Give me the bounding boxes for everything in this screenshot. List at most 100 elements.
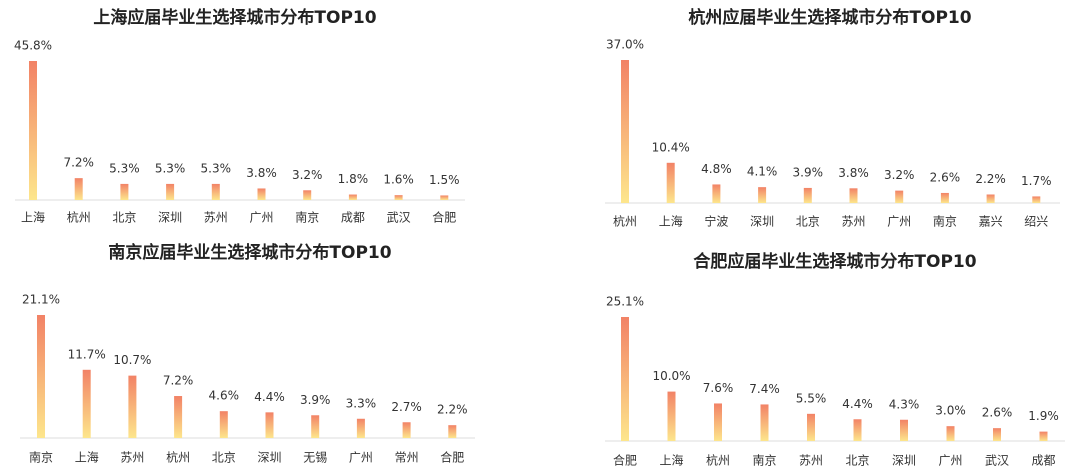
bar [666,162,675,203]
value-label: 2.6% [982,406,1013,420]
bar [394,195,403,200]
value-label: 7.6% [703,381,734,395]
x-tick-label: 杭州 [166,450,190,465]
bar [219,411,228,438]
x-tick-label: 北京 [845,454,869,468]
value-label: 1.6% [383,173,414,187]
value-label: 1.8% [338,172,369,186]
x-tick-label: 无锡 [303,450,327,465]
x-tick-label: 苏州 [120,451,144,465]
bar [166,183,175,200]
bar [758,187,767,203]
value-label: 21.1% [22,293,60,307]
value-label: 37.0% [606,38,644,52]
x-tick-label: 成都 [341,211,365,225]
x-tick-label: 绍兴 [1024,215,1048,229]
value-label: 5.5% [796,391,827,405]
chart-title: 合肥应届毕业生选择城市分布TOP10 [693,251,976,272]
value-label: 4.8% [701,162,732,176]
value-label: 3.0% [935,404,966,418]
bar [900,419,908,441]
value-label: 3.2% [884,168,915,182]
bar [402,422,411,438]
bar [74,178,83,200]
x-tick-label: 苏州 [799,454,823,468]
bar [667,391,676,441]
x-tick-label: 杭州 [67,210,91,225]
bar [621,317,629,441]
x-tick-label: 深圳 [158,211,182,225]
bar [1039,431,1048,441]
bar [803,187,812,203]
x-tick-label: 杭州 [706,453,730,468]
x-tick-label: 常州 [395,451,419,465]
x-tick-label: 上海 [659,453,683,468]
value-label: 11.7% [68,347,106,361]
x-tick-label: 深圳 [892,454,916,468]
x-tick-label: 北京 [112,211,136,225]
value-label: 2.7% [391,400,422,414]
bar [712,184,721,203]
x-tick-label: 苏州 [204,211,228,225]
value-label: 3.3% [346,396,377,410]
x-tick-label: 广州 [887,215,911,229]
bar [986,194,995,203]
x-tick-label: 深圳 [750,215,774,229]
value-label: 1.7% [1021,174,1052,188]
bar [37,315,45,438]
x-tick-label: 上海 [75,450,99,465]
value-label: 3.9% [300,393,331,407]
bar [211,183,220,200]
x-tick-label: 武汉 [985,454,1009,468]
value-label: 25.1% [606,295,644,309]
bar [356,418,365,438]
x-tick-label: 苏州 [841,215,865,229]
bar [760,404,769,441]
bar [311,415,320,438]
x-tick-label: 南京 [752,453,776,468]
bar [265,412,274,438]
bar [29,61,37,200]
x-tick-label: 武汉 [387,211,411,225]
value-label: 2.6% [930,170,961,184]
value-label: 5.3% [155,161,186,175]
x-tick-label: 嘉兴 [979,215,1003,229]
x-tick-label: 广州 [249,211,273,225]
bar [128,375,137,438]
value-label: 10.7% [113,353,151,367]
value-label: 3.2% [292,168,323,182]
x-tick-label: 广州 [349,451,373,465]
value-label: 4.4% [842,397,873,411]
chart-title: 杭州应届毕业生选择城市分布TOP10 [688,7,971,28]
x-tick-label: 南京 [29,450,53,465]
value-label: 5.3% [109,161,140,175]
value-label: 7.4% [749,382,780,396]
x-tick-label: 广州 [938,454,962,468]
value-label: 45.8% [14,39,52,53]
bar [940,192,949,203]
bar [946,426,955,441]
value-label: 5.3% [201,161,232,175]
value-label: 10.0% [652,369,690,383]
value-label: 10.4% [652,140,690,154]
value-label: 3.8% [838,166,869,180]
bar [993,428,1001,441]
bar [303,190,312,200]
value-label: 1.9% [1028,409,1059,423]
value-label: 2.2% [437,403,468,417]
chart-title: 上海应届毕业生选择城市分布TOP10 [93,7,376,28]
x-tick-label: 合肥 [440,450,464,465]
value-label: 3.9% [793,165,824,179]
x-tick-label: 南京 [295,210,319,225]
bar [849,188,858,203]
bar [807,413,815,441]
x-tick-label: 上海 [659,214,683,229]
bar [1032,196,1041,203]
value-label: 3.8% [246,166,277,180]
bar [895,190,904,203]
value-label: 4.1% [747,165,778,179]
bar [621,60,629,203]
value-label: 1.5% [429,173,460,187]
bar [714,403,722,441]
